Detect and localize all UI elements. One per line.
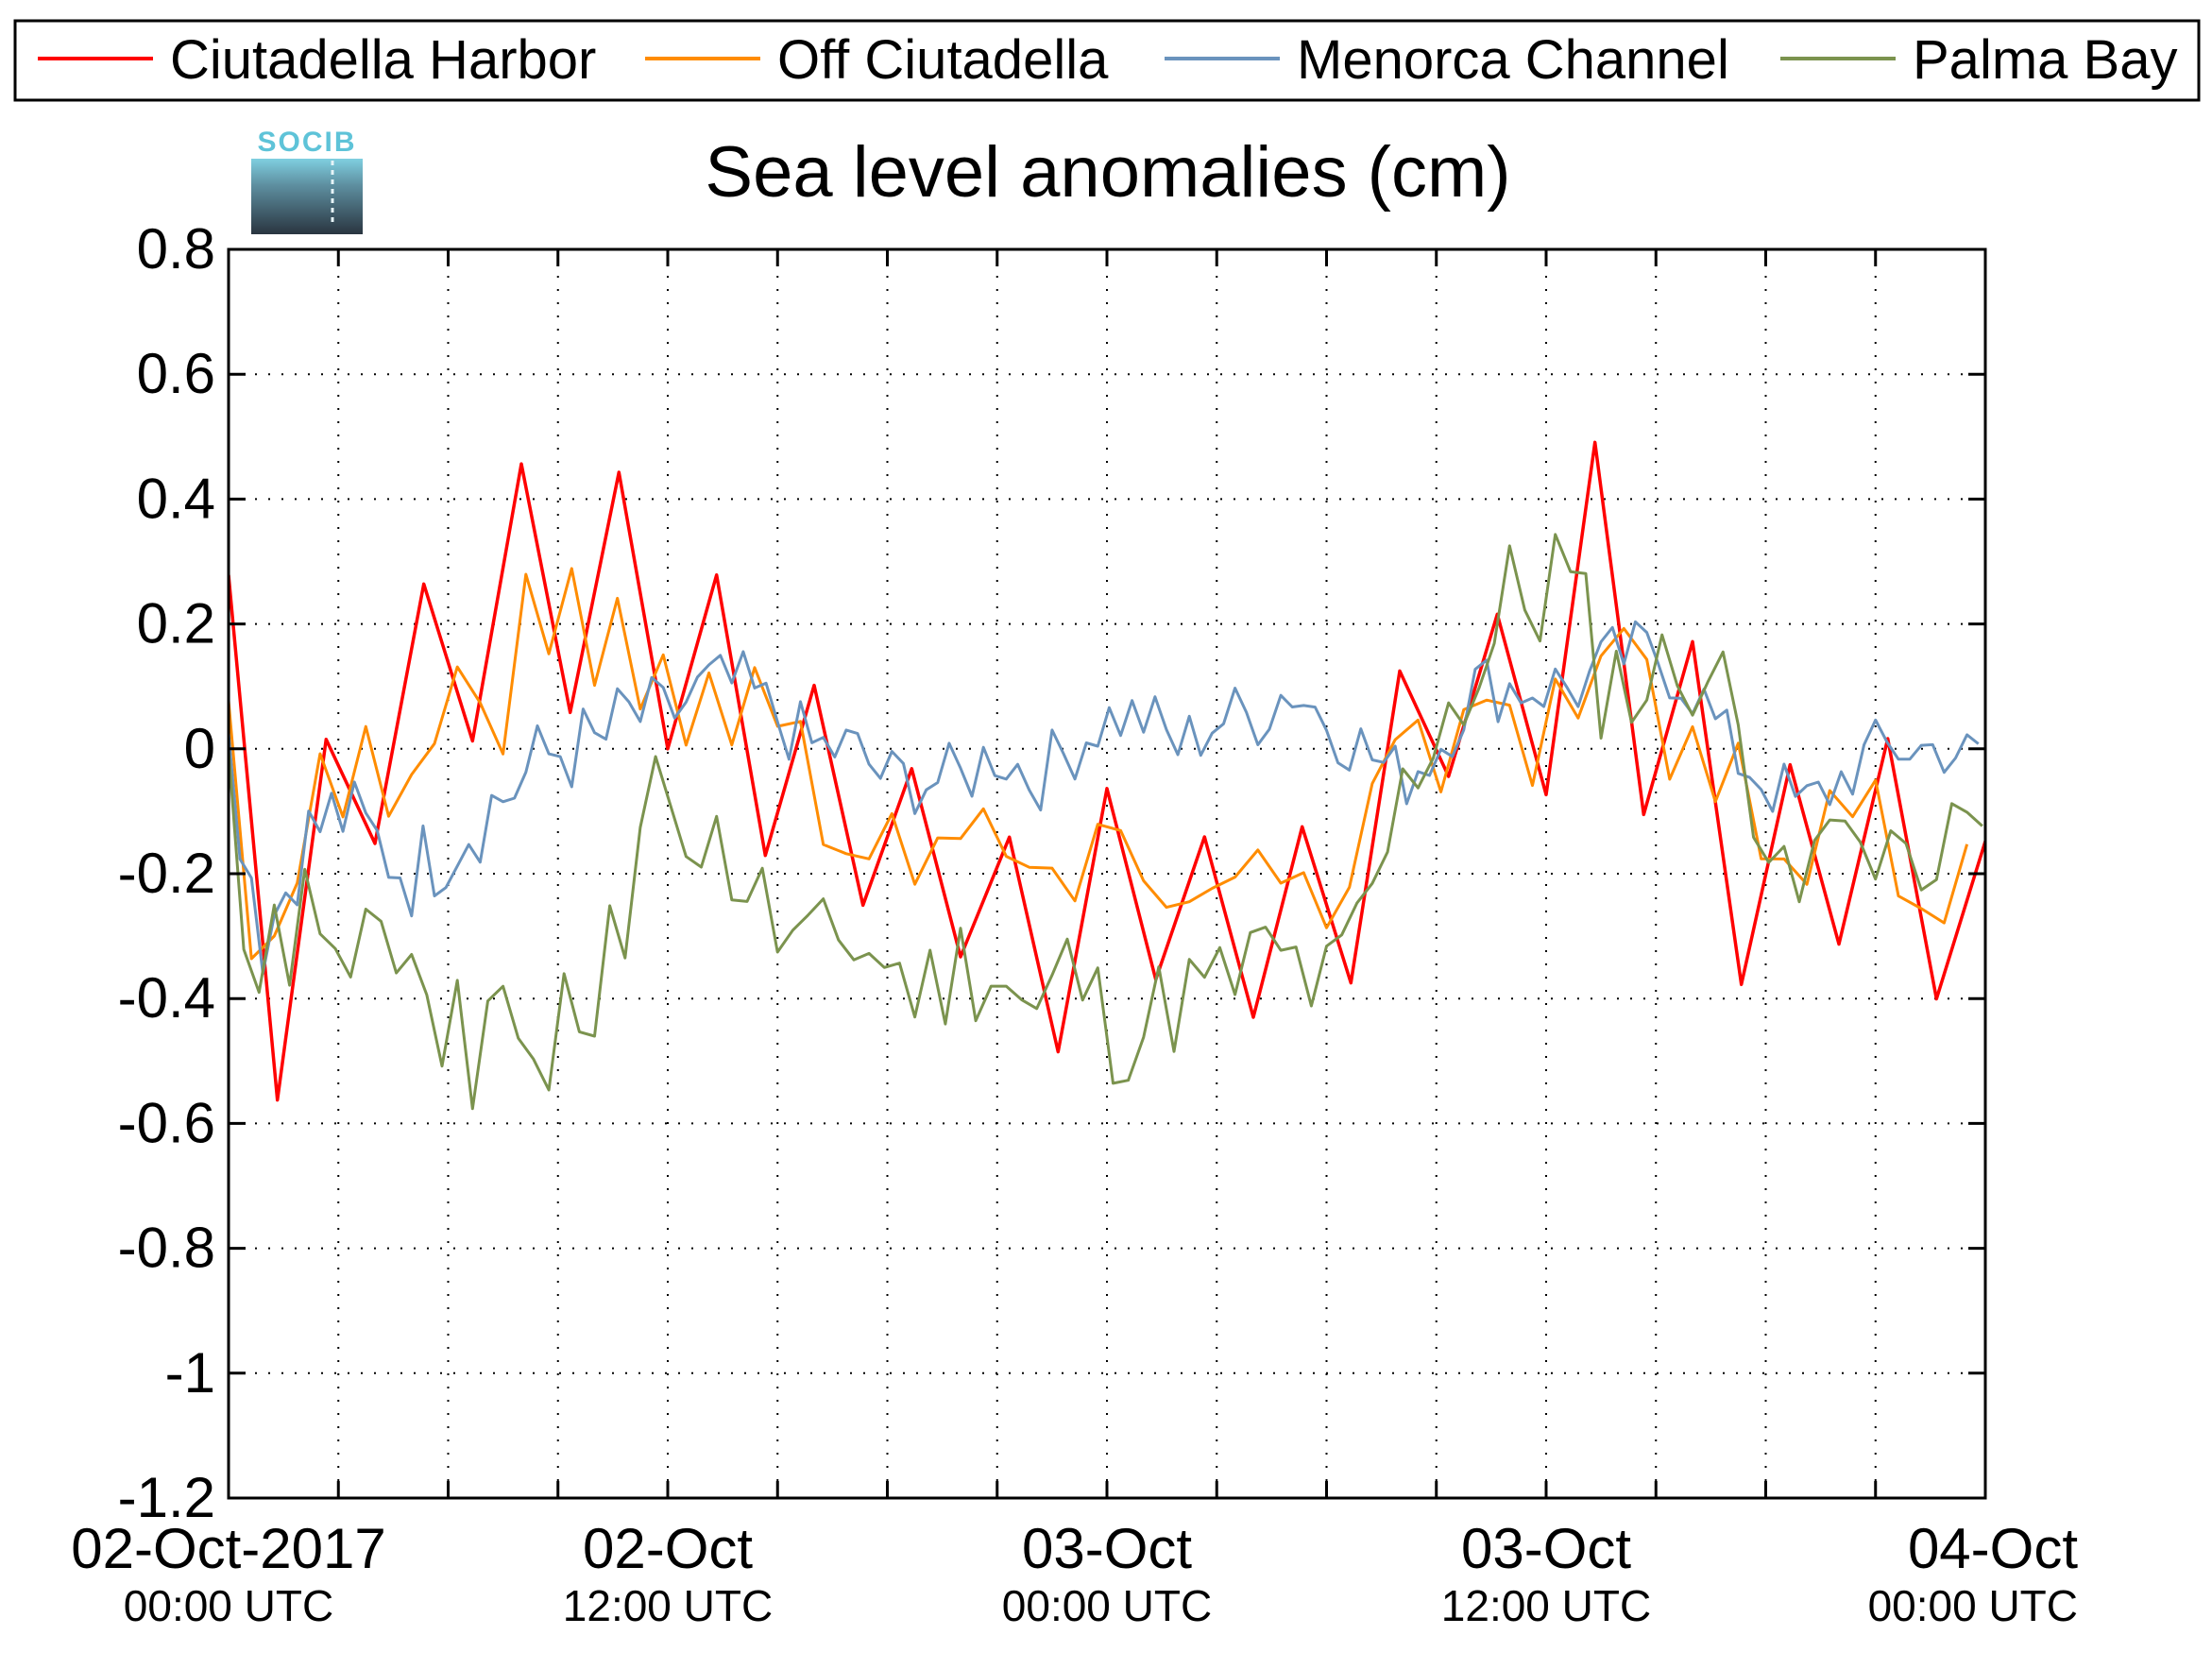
plot-area [229,249,1985,1498]
y-tick-label: -0.2 [118,842,215,905]
legend-label: Menorca Channel [1297,29,1729,91]
series-line-off-ciutadella [229,567,1969,961]
y-tick-label: 0.2 [137,592,215,656]
y-tick-label: 0.8 [137,217,215,281]
x-tick-time-label: 00:00 UTC [1002,1581,1212,1630]
x-tick-time-label: 12:00 UTC [1441,1581,1651,1630]
y-tick-label: -1 [165,1341,215,1405]
y-axis: 0.8 0.6 0.4 0.2 0 -0.2 -0.4 -0.6 -0.8 -1 -1.2 [118,217,1985,1529]
series-line-palma-bay [229,533,1983,1111]
series-lines [229,440,1985,1111]
x-tick-date-label: 02-Oct-2017 [71,1517,386,1580]
legend-label: Off Ciutadella [777,29,1109,91]
x-tick-time-label: 12:00 UTC [563,1581,773,1630]
legend-label: Ciutadella Harbor [170,29,596,91]
logo-graphic [251,159,363,234]
x-tick-date-label: 03-Oct [1461,1517,1631,1580]
y-tick-label: -0.8 [118,1217,215,1280]
grid [229,249,1985,1498]
logo-text: SOCIB [257,127,356,158]
y-tick-label: 0.4 [137,467,215,530]
x-tick-date-label: 02-Oct [583,1517,753,1580]
y-tick-label: -1.2 [118,1466,215,1529]
socib-logo: SOCIB [251,127,363,234]
y-tick-label: 0.6 [137,342,215,405]
legend: Ciutadella Harbor Off Ciutadella Menorca C… [13,19,2201,102]
x-tick-date-label: 04-Oct [1908,1517,2078,1580]
x-tick-time-label: 00:00 UTC [124,1581,333,1630]
y-tick-label: -0.6 [118,1091,215,1154]
y-tick-label: -0.4 [118,966,215,1030]
legend-label: Palma Bay [1913,29,2177,91]
x-tick-time-label: 00:00 UTC [1868,1581,2078,1630]
chart-title: Sea level anomalies (cm) [705,132,1510,213]
y-tick-label: 0 [184,717,215,780]
series-line-ciutadella-harbor [229,440,1985,1102]
x-tick-date-label: 03-Oct [1022,1517,1192,1580]
